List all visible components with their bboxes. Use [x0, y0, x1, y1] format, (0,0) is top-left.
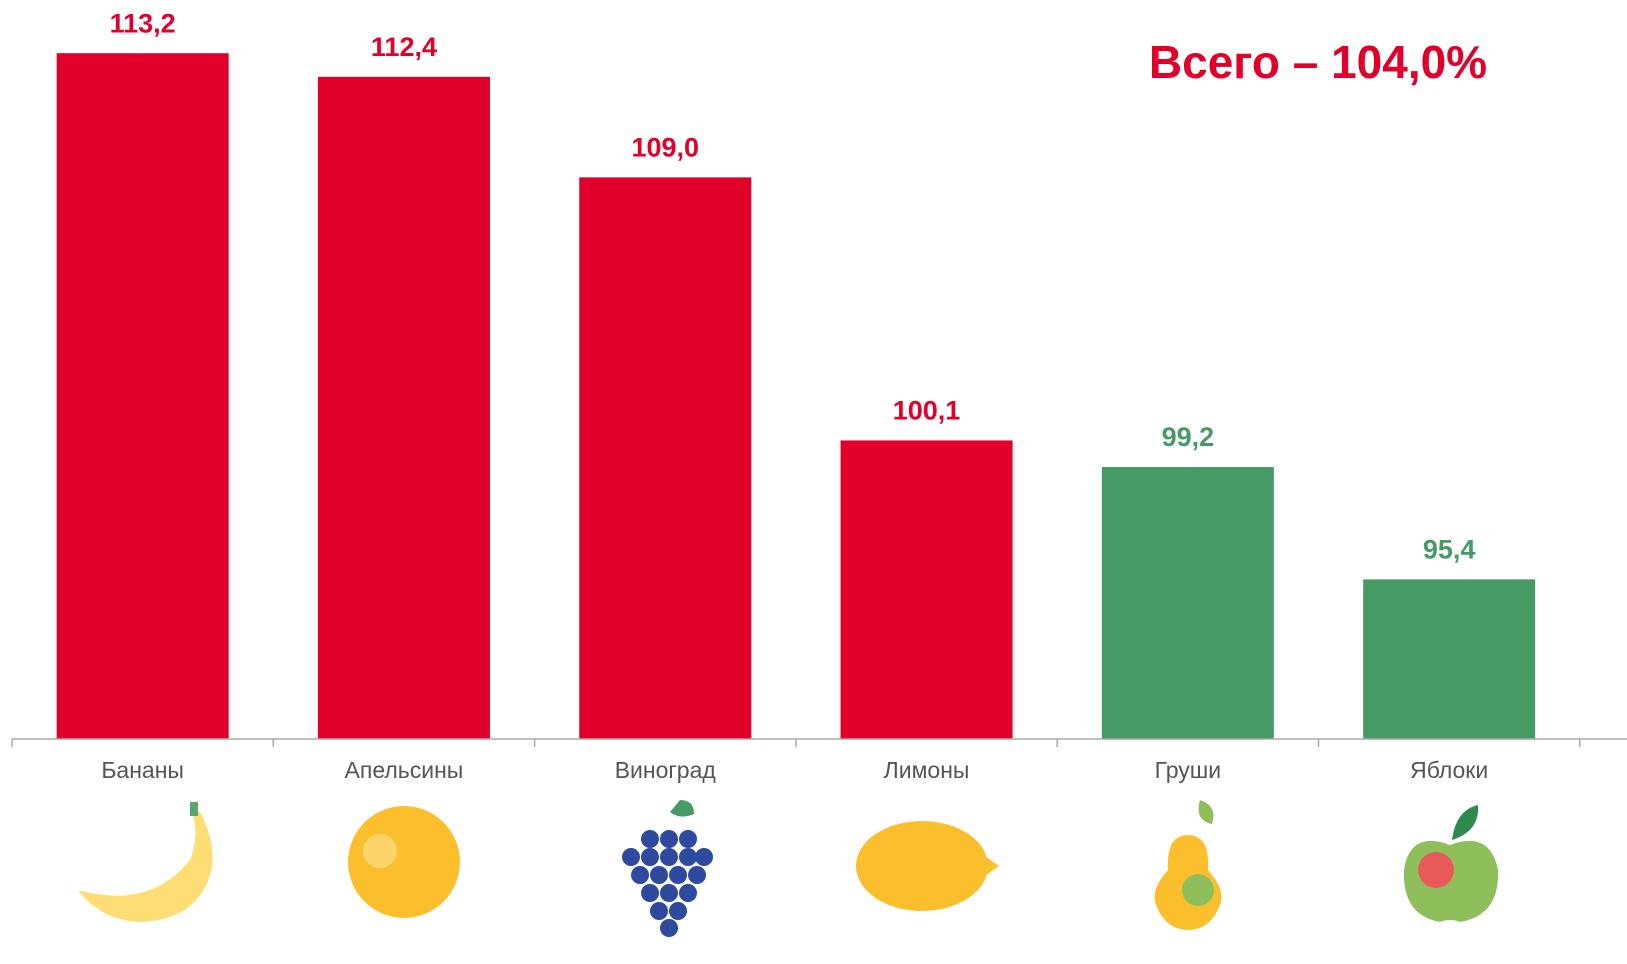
banana-icon	[78, 812, 213, 922]
value-label: 100,1	[893, 396, 961, 426]
bar	[579, 177, 752, 740]
grape-leaf	[670, 800, 694, 817]
pear-leaf	[1198, 800, 1214, 824]
x-tick-label: Яблоки	[1410, 757, 1488, 783]
orange-highlight	[363, 834, 397, 868]
apple-icon	[1403, 840, 1499, 922]
value-label: 113,2	[110, 8, 176, 38]
apple-spot	[1418, 852, 1454, 888]
bar	[1101, 467, 1274, 739]
chart-title: Всего – 104,0%	[1149, 36, 1487, 88]
banana-stem	[190, 802, 198, 816]
x-tick-label: Бананы	[101, 757, 184, 783]
x-tick-label: Груши	[1155, 757, 1222, 783]
orange-icon	[348, 806, 460, 918]
pear-spot	[1182, 874, 1214, 906]
value-label: 99,2	[1162, 422, 1215, 452]
icons	[78, 800, 1499, 937]
lemon-tip	[985, 856, 999, 876]
bar	[317, 76, 490, 739]
value-label: 95,4	[1423, 535, 1476, 565]
bar	[840, 440, 1013, 739]
grapes-icon	[622, 830, 713, 937]
value-label: 112,4	[371, 32, 437, 62]
value-label: 109,0	[631, 132, 699, 162]
x-tick-label: Лимоны	[884, 757, 970, 783]
apple-leaf	[1452, 805, 1479, 840]
x-tick-label: Апельсины	[345, 757, 464, 783]
lemon-icon	[856, 821, 988, 911]
bar	[56, 53, 229, 739]
x-tick-label: Виноград	[615, 757, 717, 783]
bar	[1363, 579, 1536, 739]
